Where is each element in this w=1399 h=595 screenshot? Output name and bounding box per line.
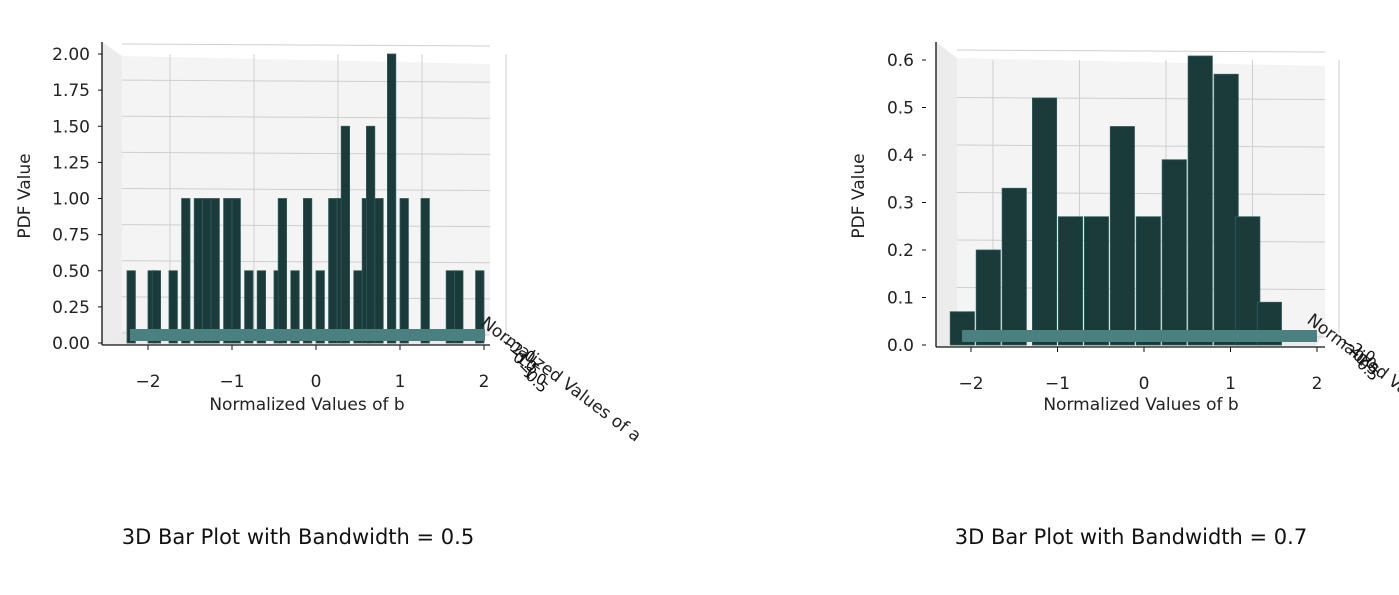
x-tick-label: 0: [1139, 374, 1150, 394]
x-tick-label: −2: [958, 374, 983, 394]
y-axis-label: PDF Value: [15, 153, 35, 238]
y-tick-label: 0.50: [52, 262, 90, 282]
x-tick-label: 0: [311, 372, 322, 392]
gridline-horizontal: [957, 50, 1325, 52]
bar: [203, 199, 211, 344]
bar: [194, 199, 202, 344]
y-tick-label: 0.6: [887, 51, 914, 71]
left-pane: [936, 42, 957, 347]
bar: [1188, 56, 1212, 345]
bar: [341, 126, 349, 343]
y-tick-label: 0.25: [52, 298, 90, 318]
x-axis-label: Normalized Values of b: [1043, 395, 1238, 415]
x-ticks: −2 −1 0 1 2: [135, 345, 489, 392]
floor-slab: [962, 330, 1317, 342]
bar: [1136, 217, 1160, 345]
y-tick-label: 0.75: [52, 226, 90, 246]
left-pane: [102, 42, 122, 345]
y-ticks: 0.0 0.1 0.2 0.3 0.4 0.5 0.6: [887, 51, 926, 356]
y-tick-label: 0.5: [887, 99, 914, 119]
x-ticks: −2 −1 0 1 2: [958, 347, 1322, 394]
bar: [1110, 127, 1134, 346]
chart-bandwidth-0-7: 0.00.10.20.30.40.50.6 −2 −1 0 1 2 PDF Value …: [849, 42, 1399, 549]
bar: [387, 54, 395, 343]
bar: [366, 126, 374, 343]
x-tick-label: 2: [479, 372, 490, 392]
y-tick-label: 1.75: [52, 81, 90, 101]
depth-axis-label: Normalized Values of a: [477, 313, 645, 446]
x-tick-label: −2: [135, 372, 160, 392]
bar: [224, 199, 232, 344]
bar: [1236, 217, 1260, 345]
y-tick-label: 0.1: [887, 289, 914, 309]
y-tick-label: 0.00: [52, 334, 90, 354]
y-tick-label: 0.3: [887, 194, 914, 214]
x-tick-label: 1: [1225, 374, 1236, 394]
y-tick-label: 1.00: [52, 190, 90, 210]
chart-title: 3D Bar Plot with Bandwidth = 0.5: [122, 525, 474, 549]
y-tick-label: 0.2: [887, 241, 914, 261]
depth-tick-clutter: −2.0 −1.5 0.0 0.5: [1338, 333, 1383, 385]
y-ticks: 0.00 0.25 0.50 0.75 1.00 1.25 1.50 1.75 2.00: [52, 45, 102, 354]
gridline-horizontal: [122, 44, 490, 46]
bar: [211, 199, 219, 344]
bar: [400, 199, 408, 344]
bar: [375, 199, 383, 344]
bar: [329, 199, 337, 344]
bar: [1058, 217, 1082, 345]
floor-slab: [130, 329, 485, 341]
x-tick-label: −1: [1045, 374, 1070, 394]
bar: [303, 199, 311, 344]
bar: [1084, 217, 1108, 345]
y-tick-label: 1.50: [52, 117, 90, 137]
bar: [182, 199, 190, 344]
x-tick-label: −1: [219, 372, 244, 392]
bar: [232, 199, 240, 344]
chart-bandwidth-0-5: 0.000.250.500.751.001.251.501.752.00 −2−…: [15, 42, 645, 549]
x-tick-label: 1: [395, 372, 406, 392]
y-tick-label: 2.00: [52, 45, 90, 65]
x-axis-label: Normalized Values of b: [209, 395, 404, 415]
bar: [1032, 98, 1056, 345]
x-tick-label: 2: [1312, 374, 1323, 394]
bar: [1214, 74, 1238, 345]
y-tick-label: 0.4: [887, 146, 914, 166]
y-tick-label: 0.0: [887, 336, 914, 356]
bar: [1002, 188, 1026, 345]
bar: [1162, 160, 1186, 345]
chart-title: 3D Bar Plot with Bandwidth = 0.7: [955, 525, 1307, 549]
bar: [421, 199, 429, 344]
bar: [278, 199, 286, 344]
y-tick-label: 1.25: [52, 153, 90, 173]
y-axis-label: PDF Value: [849, 153, 869, 238]
